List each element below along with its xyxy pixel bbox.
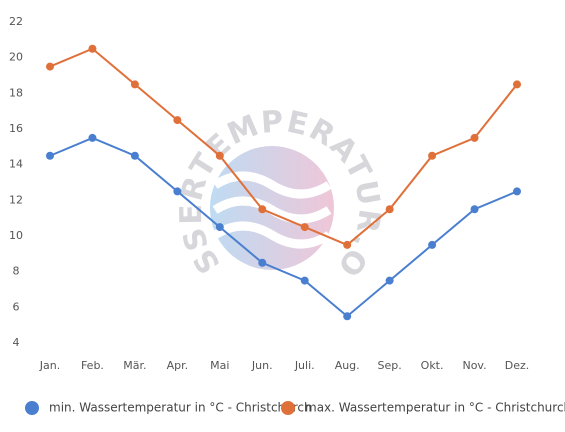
data-point bbox=[258, 205, 267, 214]
x-tick-label: Juli. bbox=[294, 359, 315, 372]
data-point bbox=[215, 151, 224, 160]
legend-marker bbox=[281, 401, 295, 415]
data-point bbox=[470, 205, 479, 214]
y-tick-label: 6 bbox=[13, 300, 20, 313]
y-tick-label: 22 bbox=[9, 15, 23, 28]
watermark-text-path: WASSERTEMPERATUR.ORG bbox=[0, 0, 383, 286]
watermark-waves bbox=[212, 171, 332, 249]
x-tick-label: Feb. bbox=[81, 359, 104, 372]
data-point bbox=[343, 312, 352, 321]
x-tick-label: Jun. bbox=[251, 359, 273, 372]
data-point bbox=[130, 80, 139, 89]
legend-label: min. Wassertemperatur in °C - Christchur… bbox=[49, 401, 312, 415]
y-tick-label: 4 bbox=[13, 336, 20, 349]
data-point bbox=[46, 62, 54, 71]
data-point bbox=[428, 240, 437, 249]
data-point bbox=[173, 116, 182, 125]
watermark: WASSERTEMPERATUR.ORG bbox=[0, 0, 387, 286]
x-tick-label: Nov. bbox=[462, 359, 486, 372]
data-point bbox=[46, 151, 54, 160]
data-point bbox=[88, 133, 97, 142]
y-tick-label: 14 bbox=[9, 158, 23, 171]
data-point bbox=[513, 187, 521, 196]
x-tick-label: Okt. bbox=[421, 359, 444, 372]
series-line bbox=[49, 136, 518, 318]
watermark-text: WASSERTEMPERATUR.ORG bbox=[0, 0, 387, 286]
data-point bbox=[428, 151, 437, 160]
x-tick-label: Sep. bbox=[378, 359, 402, 372]
y-tick-label: 20 bbox=[9, 51, 23, 64]
legend-marker bbox=[25, 401, 39, 415]
x-tick-label: Jan. bbox=[39, 359, 60, 372]
x-tick-label: Aug. bbox=[335, 359, 360, 372]
x-tick-label: Mai bbox=[210, 359, 229, 372]
x-tick-label: Mär. bbox=[123, 359, 146, 372]
data-point bbox=[470, 133, 479, 142]
data-point bbox=[385, 276, 394, 285]
data-point bbox=[88, 44, 97, 53]
y-tick-label: 8 bbox=[13, 265, 20, 278]
data-point bbox=[343, 240, 352, 249]
y-tick-label: 12 bbox=[9, 193, 23, 206]
y-tick-label: 18 bbox=[9, 86, 23, 99]
x-tick-label: Apr. bbox=[167, 359, 189, 372]
data-point bbox=[300, 276, 309, 285]
legend-label: max. Wassertemperatur in °C - Christchur… bbox=[305, 401, 565, 415]
series-line bbox=[49, 47, 518, 247]
data-point bbox=[385, 205, 394, 214]
data-point bbox=[513, 80, 521, 89]
x-tick-label: Dez. bbox=[505, 359, 530, 372]
data-point bbox=[215, 223, 224, 232]
y-tick-label: 10 bbox=[9, 229, 23, 242]
data-point bbox=[258, 258, 267, 267]
data-point bbox=[173, 187, 182, 196]
data-point bbox=[300, 223, 309, 232]
data-point bbox=[130, 151, 139, 160]
y-tick-label: 16 bbox=[9, 122, 23, 135]
